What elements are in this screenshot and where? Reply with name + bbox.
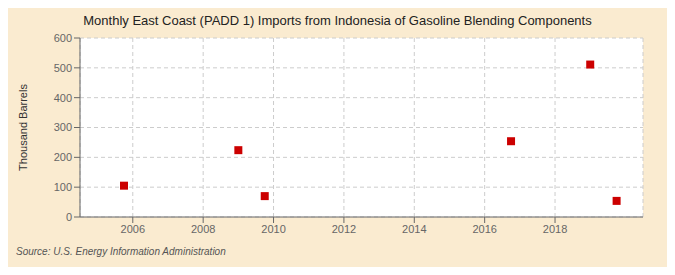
svg-text:100: 100 (54, 181, 72, 193)
svg-text:2014: 2014 (402, 223, 426, 235)
svg-text:200: 200 (54, 151, 72, 163)
html-text:Source: U.S. Energy Informatio: Source: U.S. Energy Information Administ… (16, 246, 226, 257)
svg-text:2008: 2008 (191, 223, 215, 235)
svg-text:600: 600 (54, 32, 72, 44)
html-text:Monthly East Coast (PADD 1) Im: Monthly East Coast (PADD 1) Imports from… (83, 13, 592, 28)
svg-text:300: 300 (54, 121, 72, 133)
svg-text:500: 500 (54, 62, 72, 74)
svg-text:2012: 2012 (332, 223, 356, 235)
svg-text:0: 0 (66, 211, 72, 223)
svg-text:2018: 2018 (543, 223, 567, 235)
svg-text:2010: 2010 (261, 223, 285, 235)
svg-text:400: 400 (54, 92, 72, 104)
svg-text:2016: 2016 (472, 223, 496, 235)
svg-text:2006: 2006 (121, 223, 145, 235)
svg-text:Thousand Barrels: Thousand Barrels (17, 84, 29, 171)
